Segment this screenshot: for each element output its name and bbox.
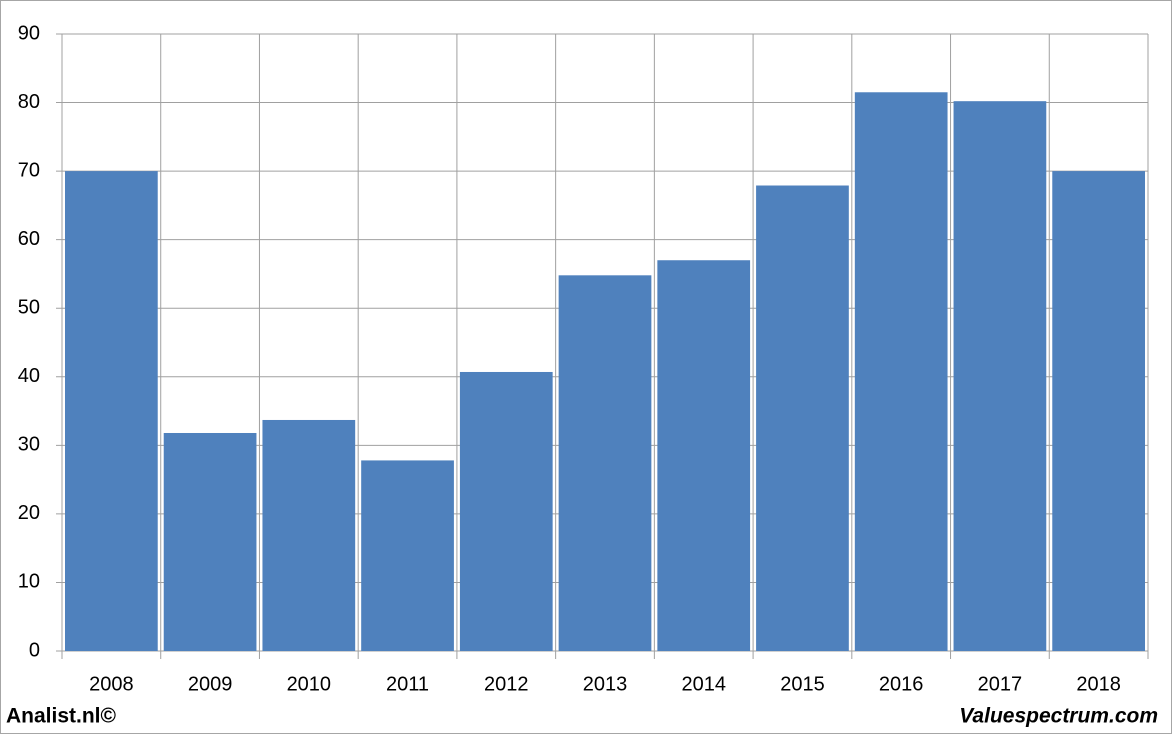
y-tick-label: 0 bbox=[29, 639, 40, 661]
bar bbox=[558, 275, 652, 651]
y-tick-label: 10 bbox=[18, 571, 40, 593]
bar bbox=[361, 460, 454, 651]
bar bbox=[65, 171, 158, 651]
x-tick-label: 2011 bbox=[386, 673, 429, 695]
x-tick-label: 2017 bbox=[978, 673, 1023, 695]
footer-right: Valuespectrum.com bbox=[959, 705, 1158, 728]
y-tick-label: 60 bbox=[18, 228, 40, 250]
x-tick-label: 2016 bbox=[879, 673, 924, 695]
y-tick-label: 90 bbox=[18, 22, 40, 44]
y-tick-label: 20 bbox=[18, 502, 40, 524]
x-tick-label: 2010 bbox=[287, 673, 332, 695]
footer-left: Analist.nl© bbox=[6, 705, 117, 728]
bar bbox=[262, 419, 356, 651]
bar bbox=[163, 432, 257, 651]
x-tick-label: 2012 bbox=[484, 673, 529, 695]
bar bbox=[1052, 171, 1145, 651]
y-tick-label: 80 bbox=[18, 91, 40, 113]
x-tick-label: 2013 bbox=[583, 673, 628, 695]
x-tick-label: 2009 bbox=[188, 673, 233, 695]
bar bbox=[756, 185, 849, 651]
y-tick-label: 40 bbox=[18, 365, 40, 387]
y-tick-label: 30 bbox=[18, 434, 40, 456]
bar bbox=[854, 92, 948, 652]
bar bbox=[657, 260, 751, 651]
y-tick-label: 50 bbox=[18, 297, 40, 319]
bar bbox=[953, 101, 1047, 651]
x-tick-label: 2008 bbox=[89, 673, 134, 695]
bar bbox=[459, 371, 553, 651]
y-tick-label: 70 bbox=[18, 159, 40, 181]
x-tick-label: 2018 bbox=[1076, 673, 1121, 695]
x-tick-label: 2014 bbox=[681, 673, 726, 695]
x-tick-label: 2015 bbox=[780, 673, 825, 695]
